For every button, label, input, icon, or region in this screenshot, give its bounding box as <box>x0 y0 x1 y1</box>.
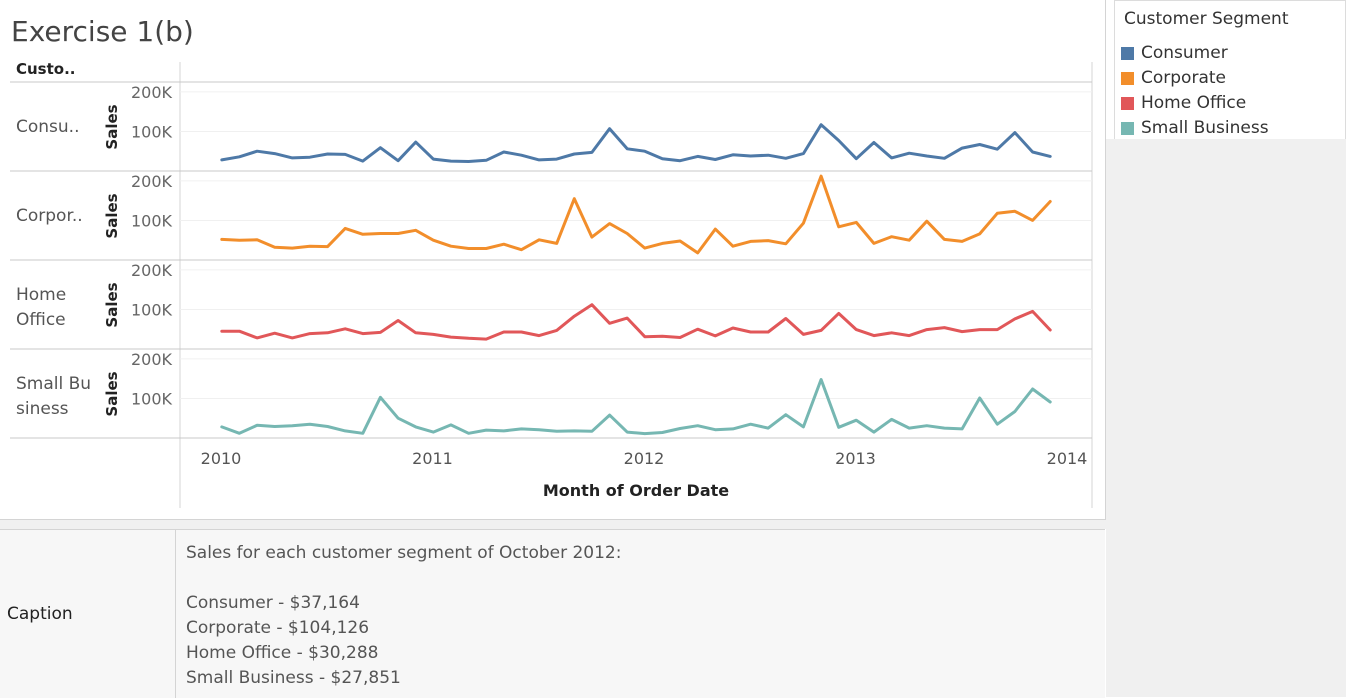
legend-swatch-corporate <box>1121 72 1134 85</box>
x-axis-title: Month of Order Date <box>543 481 729 500</box>
y-axis-title: Sales <box>103 282 121 327</box>
y-axis-title: Sales <box>103 193 121 238</box>
y-tick-label: 200K <box>131 350 173 369</box>
legend-swatch-consumer <box>1121 47 1134 60</box>
y-tick-label: 100K <box>131 389 173 408</box>
series-line-home-office <box>220 303 1052 341</box>
x-tick-label: 2012 <box>624 449 665 468</box>
x-tick-label: 2011 <box>412 449 453 468</box>
right-pane <box>1106 139 1346 697</box>
caption-line <box>186 566 621 591</box>
pane-gap <box>0 520 1106 529</box>
legend-title: Customer Segment <box>1124 9 1289 29</box>
legend-swatch-home-office <box>1121 97 1134 110</box>
caption-line: Sales for each customer segment of Octob… <box>186 543 622 563</box>
y-tick-label: 200K <box>131 261 173 280</box>
legend-swatch-small-business <box>1121 122 1134 135</box>
row-header-label: Office <box>16 310 66 330</box>
y-tick-label: 100K <box>131 122 173 141</box>
caption-line: Home Office - $30,288 <box>186 643 379 663</box>
y-tick-label: 200K <box>131 172 173 191</box>
row-header-title[interactable]: Custo.. <box>16 60 76 78</box>
legend-label-home-office: Home Office <box>1141 93 1247 113</box>
line-chart[interactable]: 100K 200K Sales Consu.. 100K 200K Sales Corpor.… <box>0 0 1105 519</box>
row-header-label: siness <box>16 399 69 419</box>
row-header-label: Home <box>16 285 66 305</box>
caption-line: Corporate - $104,126 <box>186 618 370 638</box>
y-axis-title: Sales <box>103 104 121 149</box>
row-header-label: Consu.. <box>16 117 79 137</box>
caption-line: Consumer - $37,164 <box>186 593 360 613</box>
x-tick-label: 2014 <box>1047 449 1088 468</box>
y-axis-title: Sales <box>103 371 121 416</box>
x-tick-label: 2013 <box>835 449 876 468</box>
worksheet: Exercise 1(b) Custo.. 100K 200K Sales Consu… <box>0 0 1106 520</box>
legend-label-corporate: Corporate <box>1141 68 1226 88</box>
legend-label-small-business: Small Business <box>1141 118 1269 138</box>
caption-text: Sales for each customer segment of Octob… <box>186 541 621 691</box>
series-line-consumer <box>220 123 1052 163</box>
y-tick-label: 100K <box>131 300 173 319</box>
caption-line: Small Business - $27,851 <box>186 668 401 688</box>
x-tick-label: 2010 <box>201 449 242 468</box>
series-line-small-business <box>220 378 1052 436</box>
legend: Customer Segment Consumer Corporate Home… <box>1114 0 1346 141</box>
y-tick-label: 200K <box>131 83 173 102</box>
sheet-title: Exercise 1(b) <box>11 15 194 48</box>
y-tick-label: 100K <box>131 211 173 230</box>
legend-label-consumer: Consumer <box>1141 43 1228 63</box>
caption-label: Caption <box>7 604 73 624</box>
series-line-corporate <box>220 174 1052 255</box>
row-header-label: Corpor.. <box>16 206 83 226</box>
caption-panel: Caption Sales for each customer segment … <box>0 529 1105 698</box>
caption-divider <box>175 530 176 698</box>
row-header-label: Small Bu <box>16 374 91 394</box>
